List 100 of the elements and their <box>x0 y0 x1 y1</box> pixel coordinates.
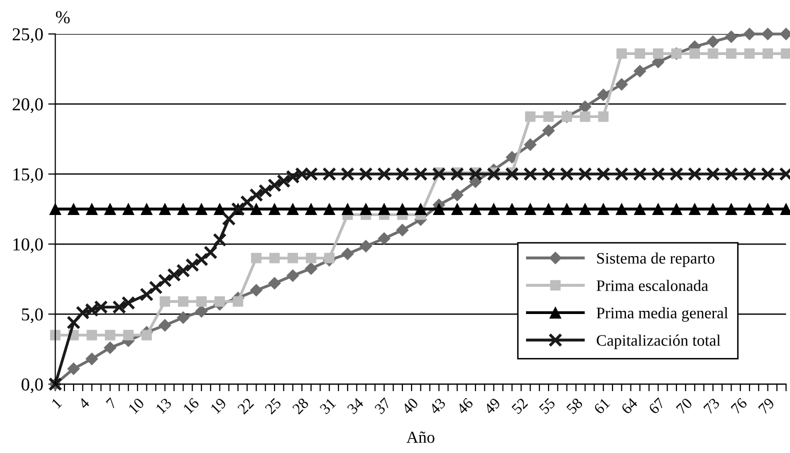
point <box>395 167 410 181</box>
x-tick-label: 31 <box>319 398 336 415</box>
point <box>688 203 701 215</box>
legend-label: Prima media general <box>596 307 728 322</box>
point <box>378 232 390 245</box>
point <box>542 203 554 215</box>
point <box>450 188 464 202</box>
point <box>185 258 200 272</box>
point <box>159 203 171 215</box>
point <box>596 167 610 181</box>
x-tick-label: 43 <box>428 397 446 415</box>
point <box>744 203 756 215</box>
point <box>305 203 317 215</box>
y-tick-label: 0,0 <box>22 378 43 394</box>
point <box>432 167 446 181</box>
point <box>322 167 336 181</box>
point <box>724 167 738 181</box>
x-tick-label: 16 <box>182 397 200 414</box>
point <box>104 203 116 215</box>
point <box>141 330 152 340</box>
point <box>486 167 501 181</box>
point <box>160 296 170 307</box>
point <box>268 277 281 290</box>
point <box>66 316 81 330</box>
point <box>760 167 775 181</box>
y-tick-label: 25,0 <box>12 28 43 44</box>
point <box>634 203 646 215</box>
point <box>542 124 555 137</box>
point <box>505 167 519 181</box>
point <box>578 167 592 181</box>
point <box>580 111 590 122</box>
point <box>450 167 464 181</box>
point <box>762 28 774 40</box>
point <box>451 203 464 215</box>
point <box>669 167 684 181</box>
point <box>140 203 153 215</box>
point <box>616 48 627 59</box>
point <box>524 138 537 151</box>
x-tick-label: 67 <box>648 397 666 415</box>
x-tick-label: 46 <box>456 397 474 415</box>
x-tick-label: 61 <box>593 398 610 415</box>
point <box>726 48 736 59</box>
point <box>543 111 554 122</box>
y-tick-label: 10,0 <box>13 238 43 254</box>
point <box>743 28 756 40</box>
point <box>360 240 372 252</box>
point <box>232 296 244 307</box>
x-tick-label: 79 <box>758 397 775 414</box>
point <box>506 203 518 215</box>
x-tick-label: 25 <box>264 397 282 415</box>
point <box>524 203 536 215</box>
point <box>725 203 738 215</box>
y-tick-label: 20,0 <box>12 98 43 114</box>
point <box>204 246 218 260</box>
point <box>762 48 773 59</box>
x-tick-label: 1 <box>51 398 62 409</box>
point <box>268 203 280 215</box>
point <box>670 203 682 215</box>
point <box>652 48 664 59</box>
point <box>196 296 207 307</box>
point <box>523 167 538 181</box>
point <box>288 252 298 264</box>
point <box>306 252 316 264</box>
point <box>194 252 208 266</box>
point <box>579 203 591 215</box>
point <box>470 203 482 215</box>
point <box>488 203 500 215</box>
point <box>688 167 702 181</box>
point <box>708 48 718 59</box>
point <box>250 203 262 215</box>
point <box>706 167 720 181</box>
point <box>304 262 318 275</box>
point <box>634 64 646 78</box>
x-tick-label: 49 <box>484 397 501 415</box>
x-tick-label: 55 <box>538 397 556 414</box>
point <box>123 330 134 340</box>
point <box>615 78 628 91</box>
point <box>222 212 236 226</box>
point <box>340 167 355 181</box>
point <box>176 311 190 324</box>
x-tick-label: 7 <box>106 397 118 409</box>
x-tick-label: 64 <box>620 397 638 415</box>
point <box>433 203 445 215</box>
point <box>341 248 354 260</box>
point <box>598 111 609 122</box>
x-tick-label: 70 <box>676 397 693 414</box>
point <box>742 167 756 181</box>
legend-label: Sistema de reparto <box>597 252 714 267</box>
point <box>67 362 80 375</box>
point <box>86 203 98 215</box>
point <box>396 203 408 215</box>
point <box>104 341 116 354</box>
legend-label: Prima escalonada <box>596 280 708 292</box>
point <box>286 203 299 215</box>
point <box>68 203 80 215</box>
point <box>525 111 536 122</box>
point <box>706 35 720 48</box>
point <box>195 305 208 318</box>
x-tick-label: 52 <box>511 398 528 414</box>
point <box>86 352 98 366</box>
